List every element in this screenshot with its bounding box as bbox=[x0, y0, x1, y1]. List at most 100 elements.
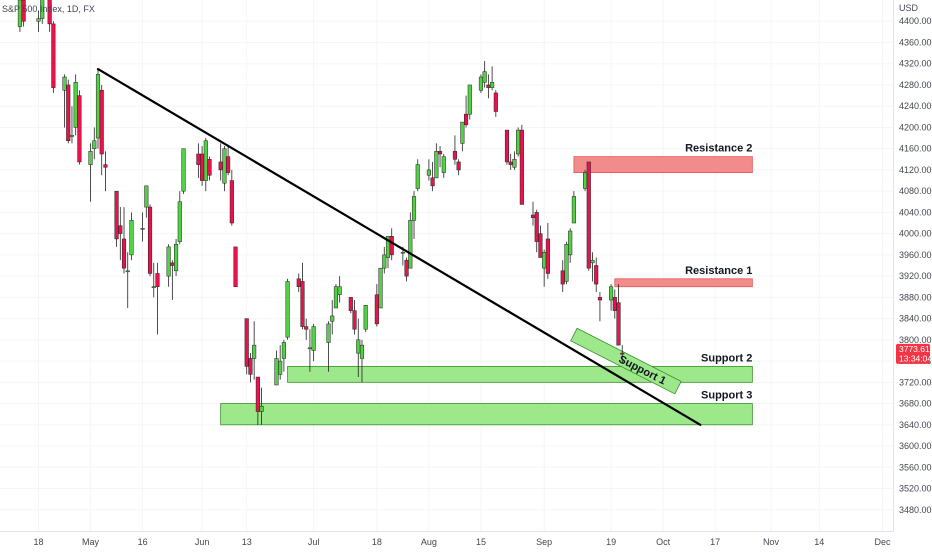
price-tick-label: 4240.00 bbox=[899, 101, 932, 111]
candle-up bbox=[356, 339, 361, 354]
candle-down bbox=[438, 151, 443, 155]
price-tick-label: 4320.00 bbox=[899, 59, 932, 69]
candle-up bbox=[516, 129, 521, 155]
time-tick-label: Sep bbox=[536, 537, 552, 547]
symbol-label: S&P 500 Index, 1D, FX bbox=[2, 4, 95, 14]
candle-down bbox=[464, 113, 469, 126]
candle-up bbox=[467, 84, 472, 115]
candle-down bbox=[244, 318, 249, 367]
time-tick-label: Dec bbox=[874, 537, 891, 547]
candle-down bbox=[229, 180, 234, 224]
zone-support-3 bbox=[220, 403, 753, 426]
candle-down bbox=[103, 164, 108, 168]
candle-up bbox=[36, 18, 41, 22]
candle-up bbox=[400, 251, 405, 254]
candle-up bbox=[359, 344, 365, 359]
price-tick-label: 3560.00 bbox=[899, 462, 932, 472]
currency-label: USD bbox=[899, 3, 919, 13]
candle-up bbox=[408, 220, 413, 269]
candle-up bbox=[542, 251, 547, 269]
candle-down bbox=[118, 225, 123, 234]
time-tick-label: 19 bbox=[606, 537, 616, 547]
price-tick-label: 4280.00 bbox=[899, 80, 932, 90]
candle-down bbox=[66, 84, 71, 141]
time-tick-label: Oct bbox=[656, 537, 671, 547]
candle-up bbox=[69, 135, 75, 137]
candle-up bbox=[95, 74, 101, 139]
candle-up bbox=[583, 172, 588, 189]
candle-down bbox=[300, 281, 305, 327]
descending-trendline bbox=[96, 67, 702, 426]
price-tick-label: 4000.00 bbox=[899, 229, 932, 239]
zone-label-support-3: Support 3 bbox=[701, 390, 752, 402]
annotation-zones[interactable] bbox=[220, 156, 753, 426]
candle-down bbox=[586, 161, 591, 269]
candles bbox=[17, 0, 625, 425]
candle-up bbox=[378, 267, 383, 309]
time-axis[interactable]: 18 May 16 Jun 13 Jul 18 Aug 15 Sep 19 Oct 17 Nov 14 Dec bbox=[33, 537, 891, 547]
candle-up bbox=[174, 244, 179, 272]
price-tick-label: 3960.00 bbox=[899, 250, 932, 260]
time-tick-label: Jul bbox=[308, 537, 320, 547]
candle-up bbox=[203, 140, 208, 181]
candle-down bbox=[77, 95, 82, 163]
last-price-countdown: 13:34:04 bbox=[899, 353, 932, 363]
candle-up bbox=[382, 254, 387, 269]
candle-down bbox=[348, 297, 353, 311]
time-tick-label: Nov bbox=[763, 537, 780, 547]
zone-resistance-1 bbox=[614, 278, 753, 288]
price-tick-label: 3840.00 bbox=[899, 314, 932, 324]
candle-up bbox=[62, 76, 67, 91]
price-tick-label: 3600.00 bbox=[899, 441, 932, 451]
candle-up bbox=[478, 76, 483, 91]
candle-down bbox=[374, 294, 379, 325]
candle-down bbox=[456, 161, 461, 171]
candle-up bbox=[326, 323, 331, 343]
candle-down bbox=[534, 212, 539, 242]
candle-up bbox=[311, 326, 316, 351]
zone-label-resistance-1: Resistance 1 bbox=[685, 265, 752, 277]
candle-down bbox=[200, 153, 205, 181]
candle-down bbox=[114, 190, 119, 240]
time-tick-label: 18 bbox=[33, 537, 43, 547]
time-tick-label: Jun bbox=[195, 537, 210, 547]
candle-up bbox=[177, 201, 182, 242]
candle-down bbox=[352, 310, 357, 330]
candle-up bbox=[434, 151, 439, 179]
candle-up bbox=[281, 342, 286, 359]
candle-down bbox=[519, 129, 524, 205]
candle-down bbox=[226, 156, 231, 173]
candle-down bbox=[594, 265, 599, 285]
candle-up bbox=[512, 159, 517, 168]
price-tick-label: 4040.00 bbox=[899, 207, 932, 217]
time-tick-label: 14 bbox=[814, 537, 824, 547]
last-price-value: 3773.61 bbox=[899, 344, 930, 354]
time-tick-label: 15 bbox=[476, 537, 486, 547]
price-tick-label: 4400.00 bbox=[899, 16, 932, 26]
candle-up bbox=[285, 281, 290, 338]
candle-down bbox=[196, 153, 201, 165]
candle-down bbox=[296, 278, 301, 287]
zone-support-2 bbox=[287, 365, 753, 383]
candle-down bbox=[389, 236, 394, 256]
candle-down bbox=[51, 23, 56, 88]
candle-up bbox=[330, 315, 335, 322]
axes: S&P 500 Index, 1D, FX USD bbox=[0, 0, 919, 532]
price-tick-label: 3520.00 bbox=[899, 484, 932, 494]
price-tick-label: 3720.00 bbox=[899, 377, 932, 387]
candle-down bbox=[493, 92, 498, 112]
trendlines[interactable] bbox=[96, 67, 702, 426]
candle-up bbox=[490, 82, 495, 88]
candle-down bbox=[430, 177, 435, 187]
time-tick-label: 13 bbox=[242, 537, 252, 547]
candle-up bbox=[140, 228, 145, 230]
candle-down bbox=[404, 259, 409, 277]
candle-up bbox=[441, 156, 446, 173]
candle-down bbox=[612, 297, 617, 311]
price-tick-label: 4080.00 bbox=[899, 186, 932, 196]
candle-up bbox=[73, 82, 78, 128]
candle-up bbox=[252, 344, 257, 359]
candle-up bbox=[307, 347, 312, 350]
